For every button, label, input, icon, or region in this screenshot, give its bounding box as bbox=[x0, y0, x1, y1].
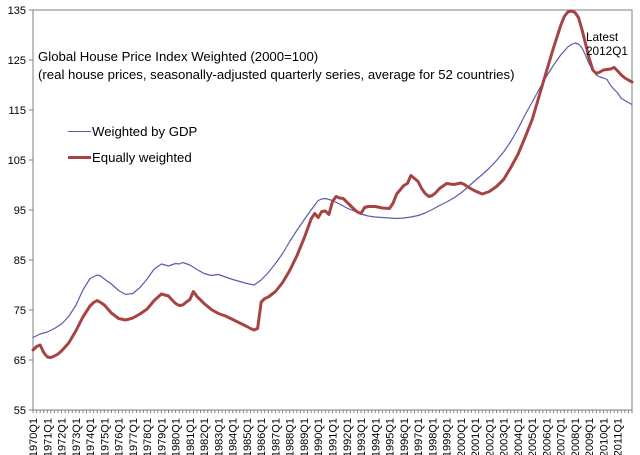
x-axis-label: 2007Q1 bbox=[556, 418, 568, 455]
annotation-latest: Latest 2012Q1 bbox=[586, 30, 628, 58]
legend-label-weighted-by-gdp: Weighted by GDP bbox=[92, 123, 198, 139]
legend-item-weighted-by-gdp: Weighted by GDP bbox=[68, 122, 197, 140]
legend: Weighted by GDP Equally weighted bbox=[68, 122, 197, 174]
x-axis-label: 2010Q1 bbox=[598, 418, 610, 455]
x-axis-label: 1970Q1 bbox=[28, 418, 40, 455]
x-axis-label: 1984Q1 bbox=[228, 418, 240, 455]
y-axis-label: 135 bbox=[8, 5, 26, 17]
series-line-weighted-by-gdp bbox=[32, 42, 633, 339]
x-axis-label: 2008Q1 bbox=[570, 418, 582, 455]
y-axis-label: 115 bbox=[8, 105, 26, 117]
x-axis-label: 1977Q1 bbox=[128, 418, 140, 455]
x-axis-label: 1988Q1 bbox=[285, 418, 297, 455]
x-axis-label: 2006Q1 bbox=[541, 418, 553, 455]
chart-title: Global House Price Index Weighted (2000=… bbox=[38, 49, 319, 64]
legend-line-weighted-by-gdp-icon bbox=[68, 130, 91, 132]
x-axis-label: 1989Q1 bbox=[299, 418, 311, 455]
x-axis-label: 1998Q1 bbox=[427, 418, 439, 455]
chart-subtitle: (real house prices, seasonally-adjusted … bbox=[38, 67, 515, 82]
x-axis-label: 2000Q1 bbox=[456, 418, 468, 455]
x-axis-label: 1971Q1 bbox=[42, 418, 54, 455]
x-axis-label: 2009Q1 bbox=[584, 418, 596, 455]
x-axis-label: 1980Q1 bbox=[171, 418, 183, 455]
series-line-equally-weighted bbox=[31, 9, 634, 359]
x-axis-label: 1991Q1 bbox=[328, 418, 340, 455]
x-axis-label: 1983Q1 bbox=[213, 418, 225, 455]
x-axis-label: 2001Q1 bbox=[470, 418, 482, 455]
y-axis-label: 55 bbox=[14, 405, 26, 417]
x-axis-label: 1972Q1 bbox=[57, 418, 69, 455]
x-axis-label: 1987Q1 bbox=[270, 418, 282, 455]
x-axis-label: 1982Q1 bbox=[199, 418, 211, 455]
annotation-line2: 2012Q1 bbox=[586, 44, 628, 58]
x-axis-label: 2011Q1 bbox=[613, 418, 625, 455]
x-axis-label: 1990Q1 bbox=[313, 418, 325, 455]
x-axis-label: 1986Q1 bbox=[256, 418, 268, 455]
y-axis-label: 85 bbox=[14, 255, 26, 267]
annotation-line1: Latest bbox=[586, 30, 619, 44]
x-axis-label: 1995Q1 bbox=[385, 418, 397, 455]
x-axis-label: 2004Q1 bbox=[513, 418, 525, 455]
x-axis-label: 1973Q1 bbox=[71, 418, 83, 455]
x-axis-label: 2003Q1 bbox=[499, 418, 511, 455]
x-axis-label: 1978Q1 bbox=[142, 418, 154, 455]
x-axis-label: 2005Q1 bbox=[527, 418, 539, 455]
x-axis-label: 1981Q1 bbox=[185, 418, 197, 455]
chart-title-block: Global House Price Index Weighted (2000=… bbox=[38, 48, 514, 84]
x-axis-label: 1993Q1 bbox=[356, 418, 368, 455]
x-axis-label: 1975Q1 bbox=[99, 418, 111, 455]
x-axis-label: 1997Q1 bbox=[413, 418, 425, 455]
y-axis-label: 75 bbox=[14, 305, 26, 317]
x-axis-label: 1994Q1 bbox=[370, 418, 382, 455]
legend-line-equally-weighted-icon bbox=[68, 155, 91, 159]
y-axis-label: 125 bbox=[8, 55, 26, 67]
legend-item-equally-weighted: Equally weighted bbox=[68, 148, 197, 166]
x-axis-label: 1974Q1 bbox=[85, 418, 97, 455]
x-axis-label: 2002Q1 bbox=[484, 418, 496, 455]
x-axis-label: 1996Q1 bbox=[399, 418, 411, 455]
x-axis-label: 1976Q1 bbox=[114, 418, 126, 455]
x-axis-label: 1992Q1 bbox=[342, 418, 354, 455]
x-axis-label: 1979Q1 bbox=[156, 418, 168, 455]
y-axis-label: 65 bbox=[14, 355, 26, 367]
y-axis-label: 105 bbox=[8, 155, 26, 167]
y-axis-label: 95 bbox=[14, 205, 26, 217]
x-axis-label: 1999Q1 bbox=[442, 418, 454, 455]
legend-label-equally-weighted: Equally weighted bbox=[92, 149, 192, 165]
x-axis-label: 1985Q1 bbox=[242, 418, 254, 455]
